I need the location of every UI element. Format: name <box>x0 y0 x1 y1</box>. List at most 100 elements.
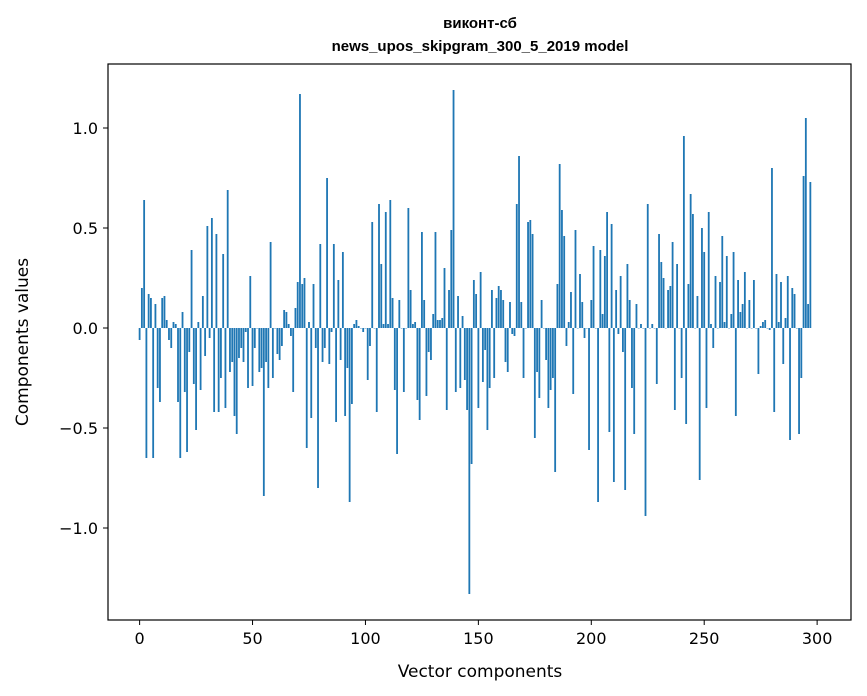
bar-45 <box>240 328 243 348</box>
bar-218 <box>631 328 633 388</box>
bar-267 <box>741 304 744 328</box>
bar-292 <box>798 328 800 434</box>
bar-251 <box>705 328 708 408</box>
bar-157 <box>493 328 496 378</box>
bar-101 <box>366 328 369 380</box>
bar-108 <box>382 324 385 328</box>
bar-47 <box>244 328 247 332</box>
bar-276 <box>762 322 764 328</box>
plot-area-frame <box>107 63 852 621</box>
bar-296 <box>807 304 809 328</box>
bar-83 <box>326 178 328 328</box>
bar-200 <box>590 300 593 328</box>
bar-51 <box>253 328 256 348</box>
bar-121 <box>411 324 414 328</box>
bar-232 <box>662 278 665 328</box>
bar-18 <box>179 328 182 458</box>
bar-93 <box>348 328 351 502</box>
bar-94 <box>351 328 353 404</box>
bar-162 <box>504 328 507 362</box>
bar-181 <box>547 328 550 408</box>
bar-91 <box>344 328 347 416</box>
y-tick-label: 0.5 <box>73 219 98 238</box>
bar-13 <box>168 328 170 340</box>
bar-155 <box>488 328 491 388</box>
bar-17 <box>177 328 179 402</box>
bar-284 <box>780 282 782 328</box>
bar-3 <box>145 328 148 458</box>
bar-240 <box>680 328 683 378</box>
bar-220 <box>635 304 638 328</box>
bar-61 <box>276 328 279 354</box>
bar-222 <box>640 324 642 328</box>
bar-146 <box>468 328 471 594</box>
bar-25 <box>195 328 197 430</box>
bar-26 <box>197 322 200 328</box>
bar-243 <box>687 284 690 328</box>
bar-80 <box>319 244 322 328</box>
bar-163 <box>506 328 509 372</box>
bar-266 <box>739 312 742 328</box>
bar-10 <box>161 298 164 328</box>
bar-42 <box>233 328 236 416</box>
chart-subtitle: news_upos_skipgram_300_5_2019 model <box>332 38 629 55</box>
y-axis-label: Components values <box>13 258 33 426</box>
bar-288 <box>789 328 791 440</box>
bar-76 <box>310 328 313 418</box>
bar-268 <box>743 272 746 328</box>
bar-81 <box>321 328 324 362</box>
bar-258 <box>721 236 724 328</box>
bar-196 <box>581 302 584 328</box>
bar-143 <box>461 316 464 328</box>
bar-193 <box>574 230 577 328</box>
bar-260 <box>725 256 728 328</box>
bar-280 <box>771 168 773 328</box>
x-tick-label: 300 <box>802 629 833 648</box>
bar-44 <box>238 328 240 358</box>
bar-82 <box>323 328 326 348</box>
bar-235 <box>669 286 672 328</box>
bar-43 <box>235 328 238 434</box>
bar-234 <box>667 290 669 328</box>
bar-254 <box>712 328 715 348</box>
bar-140 <box>454 328 457 392</box>
bar-148 <box>472 280 475 328</box>
chart-title: виконт-сб <box>443 15 517 32</box>
bar-139 <box>452 90 455 328</box>
bar-138 <box>450 230 453 328</box>
bar-173 <box>529 220 532 328</box>
bar-110 <box>387 324 389 328</box>
bar-167 <box>515 204 518 328</box>
bar-294 <box>802 176 805 328</box>
bar-129 <box>430 328 432 360</box>
bar-103 <box>371 222 374 328</box>
bar-150 <box>477 328 480 408</box>
bar-40 <box>229 328 231 372</box>
bar-153 <box>484 328 487 350</box>
bar-117 <box>402 328 405 392</box>
bar-115 <box>398 300 401 328</box>
bar-272 <box>752 280 755 328</box>
bar-75 <box>308 322 310 328</box>
bar-68 <box>292 328 295 392</box>
bar-50 <box>251 328 254 386</box>
bar-184 <box>554 328 557 472</box>
bar-274 <box>757 328 760 374</box>
bar-201 <box>592 246 595 328</box>
bar-205 <box>601 314 604 328</box>
bar-41 <box>231 328 234 362</box>
x-axis-label: Vector components <box>398 662 563 682</box>
bar-128 <box>427 328 430 352</box>
bar-135 <box>443 268 446 328</box>
bar-161 <box>502 300 505 328</box>
bar-236 <box>671 242 674 328</box>
y-tick-label: 1.0 <box>73 119 98 138</box>
bar-165 <box>511 328 514 334</box>
bar-55 <box>262 328 265 496</box>
bar-6 <box>152 328 155 458</box>
bar-1 <box>140 288 143 328</box>
bar-66 <box>287 324 290 328</box>
bar-164 <box>509 302 511 328</box>
bar-105 <box>375 328 378 412</box>
bar-32 <box>210 218 213 328</box>
